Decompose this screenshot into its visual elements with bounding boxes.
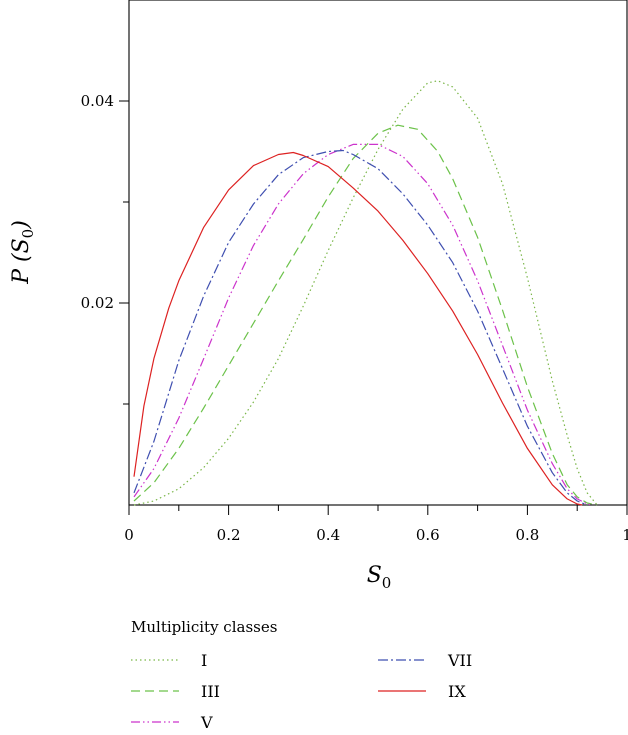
x-tick-label: 0.6 [416,526,440,544]
legend-label-ix: IX [448,682,466,701]
series-line-iii [133,124,598,506]
plot-frame [128,0,628,506]
legend-label-i: I [201,651,207,670]
x-axis-title: S0 [367,563,392,592]
series-line-v [133,143,593,506]
series-group [133,80,598,506]
x-tick-label: 0.8 [515,526,539,544]
x-axis-title-main: S [367,563,382,588]
legend-label-v: V [200,713,213,732]
legend-title: Multiplicity classes [131,618,277,636]
x-tick-label: 0 [124,526,134,544]
y-axis-title-sub: 0 [19,229,37,239]
y-axis-title-group: P (S0) [9,220,37,285]
x-tick-label: 1 [622,526,628,544]
legend-label-vii: VII [447,651,472,670]
plot-area: 0 0.2 0.4 0.6 0.8 1 0.02 0.04 [81,0,628,544]
y-tick-label: 0.04 [81,92,114,110]
x-axis-title-sub: 0 [382,574,392,592]
x-tick-label: 0.4 [316,526,340,544]
x-tick-label: 0.2 [217,526,241,544]
y-axis-ticks: 0.02 0.04 [81,92,129,405]
y-axis-title-close: ) [9,220,34,230]
series-line-vii [133,149,588,506]
y-axis-title: P (S0) [9,220,37,285]
legend-label-iii: III [201,682,220,701]
y-axis-title-main: P (S [9,238,34,284]
series-line-ix [133,151,583,506]
y-tick-label: 0.02 [81,294,114,312]
x-axis-ticks: 0 0.2 0.4 0.6 0.8 1 [124,505,628,544]
series-line-i [133,80,598,506]
